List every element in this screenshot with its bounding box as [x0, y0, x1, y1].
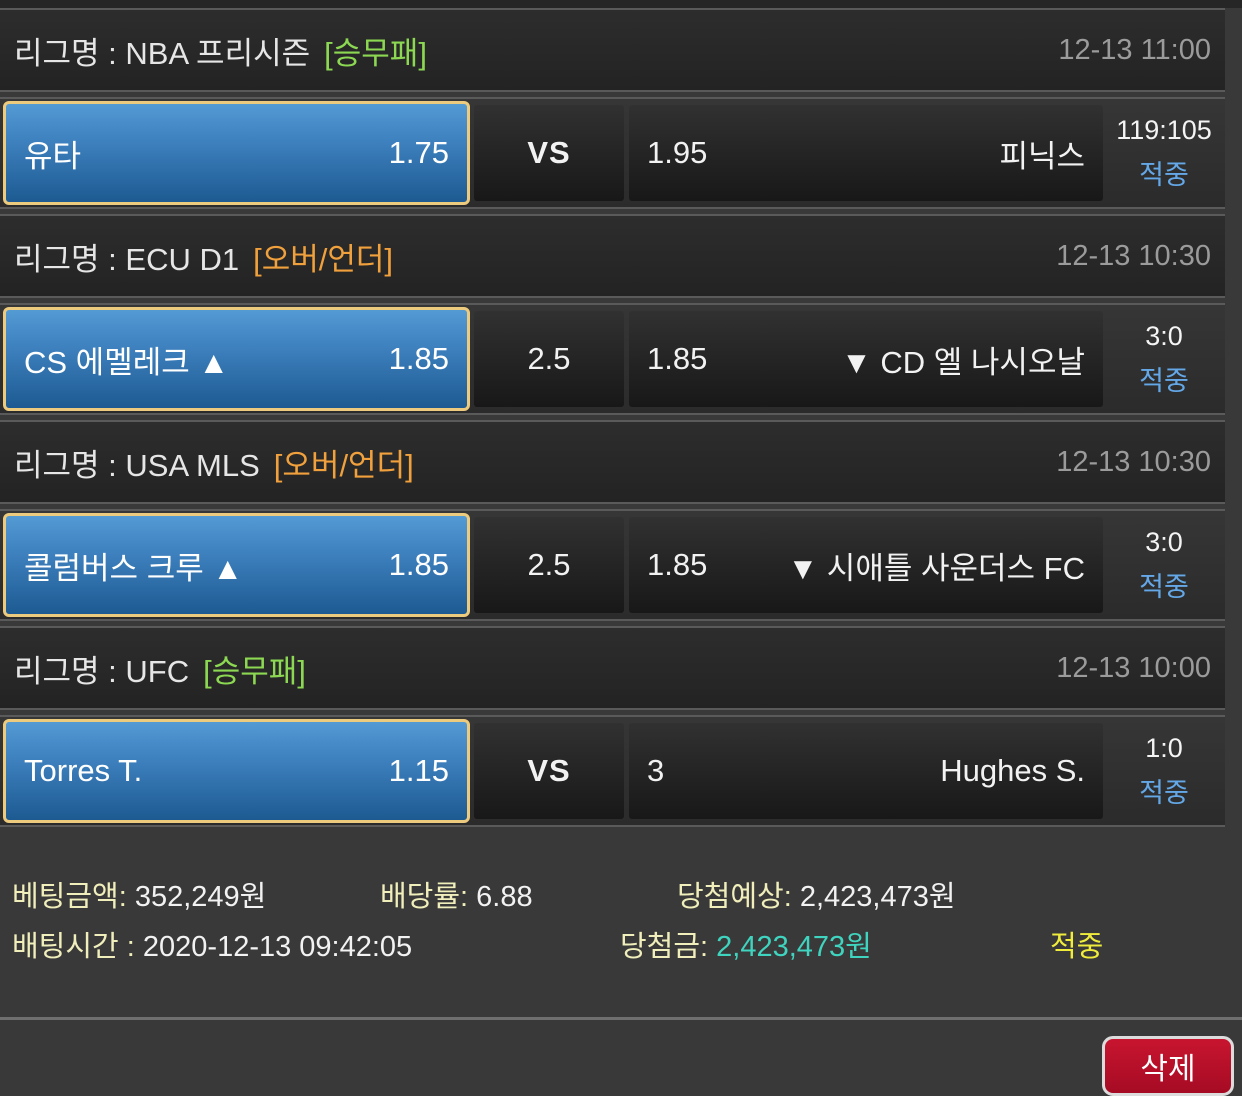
- league-name: ECU D1: [125, 241, 240, 277]
- home-team-name: 콜럼버스 크루 ▲: [24, 550, 244, 586]
- final-score: 3:0: [1145, 526, 1183, 557]
- away-team-name: Hughes S.: [940, 753, 1085, 788]
- home-odds: 1.75: [388, 135, 449, 170]
- market-type-tag: [오버/언더]: [273, 447, 414, 483]
- league-section: 리그명 : USA MLS [오버/언더] 12-13 10:30 콜럼버스 크루…: [0, 420, 1225, 621]
- center-odds-cell: VS: [474, 723, 624, 819]
- league-header: 리그명 : ECU D1 [오버/언더] 12-13 10:30: [0, 214, 1225, 298]
- result-cell: 3:0 적중: [1103, 307, 1225, 411]
- home-pick-selected: CS 에멜레크 ▲ 1.85: [3, 307, 470, 411]
- final-score: 1:0: [1145, 732, 1183, 763]
- match-row: 콜럼버스 크루 ▲ 1.85 2.5 1.85 ▼ 시애틀 사운더스 FC 3:…: [0, 509, 1225, 621]
- league-title: 리그명 : NBA 프리시즌 [승무패]: [14, 28, 427, 73]
- center-odds-cell: VS: [474, 105, 624, 201]
- delete-button[interactable]: 삭제: [1102, 1036, 1234, 1096]
- home-odds: 1.85: [388, 547, 449, 582]
- league-name: USA MLS: [125, 447, 260, 483]
- bet-list: 리그명 : NBA 프리시즌 [승무패] 12-13 11:00 유타 1.75 …: [0, 8, 1242, 827]
- market-type-tag: [승무패]: [203, 653, 306, 689]
- match-row: Torres T. 1.15 VS 3 Hughes S. 1:0 적중: [0, 715, 1225, 827]
- slip-hit-status: 적중: [1050, 931, 1104, 963]
- expected-win: 당첨예상: 2,423,473원: [677, 873, 956, 915]
- result-cell: 3:0 적중: [1103, 513, 1225, 617]
- home-team-name: 유타: [24, 138, 82, 174]
- league-title: 리그명 : UFC [승무패]: [14, 646, 306, 691]
- league-section: 리그명 : ECU D1 [오버/언더] 12-13 10:30 CS 에멜레크 …: [0, 214, 1225, 415]
- away-odds: 3: [647, 753, 665, 788]
- home-odds: 1.85: [388, 341, 449, 376]
- center-odds: 2.5: [527, 547, 571, 582]
- bet-amount: 베팅금액: 352,249원: [12, 873, 266, 915]
- result-cell: 119:105 적중: [1103, 101, 1225, 205]
- away-team-name: ▼ 시애틀 사운더스 FC: [787, 550, 1085, 586]
- league-section: 리그명 : UFC [승무패] 12-13 10:00 Torres T. 1.1…: [0, 626, 1225, 827]
- game-time: 12-13 10:30: [1056, 239, 1211, 272]
- row-hit-status: 적중: [1139, 777, 1189, 808]
- league-header: 리그명 : USA MLS [오버/언더] 12-13 10:30: [0, 420, 1225, 504]
- match-row: CS 에멜레크 ▲ 1.85 2.5 1.85 ▼ CD 엘 나시오날 3:0 …: [0, 303, 1225, 415]
- bet-time-label: 배팅시간 :: [12, 931, 143, 963]
- row-hit-status: 적중: [1139, 571, 1189, 602]
- league-title: 리그명 : USA MLS [오버/언더]: [14, 440, 414, 485]
- league-label: 리그명 :: [14, 653, 126, 689]
- home-pick-selected: 유타 1.75: [3, 101, 470, 205]
- home-odds: 1.15: [388, 753, 449, 788]
- league-name: NBA 프리시즌: [125, 35, 311, 71]
- away-team-name: ▼ CD 엘 나시오날: [841, 344, 1085, 380]
- bet-time: 배팅시간 : 2020-12-13 09:42:05: [12, 923, 412, 965]
- center-odds-cell: 2.5: [474, 311, 624, 407]
- bet-amount-label: 베팅금액:: [12, 881, 135, 913]
- market-type-tag: [승무패]: [324, 35, 427, 71]
- away-odds: 1.85: [647, 341, 708, 376]
- away-odds-cell: 1.85 ▼ CD 엘 나시오날: [629, 311, 1103, 407]
- win-amount-value: 2,423,473원: [716, 931, 872, 963]
- away-odds-cell: 3 Hughes S.: [629, 723, 1103, 819]
- actions-bar: 삭제: [0, 1020, 1242, 1096]
- away-odds-cell: 1.85 ▼ 시애틀 사운더스 FC: [629, 517, 1103, 613]
- game-time: 12-13 11:00: [1058, 33, 1211, 66]
- center-odds: VS: [527, 135, 571, 170]
- bet-amount-value: 352,249원: [134, 881, 267, 913]
- league-label: 리그명 :: [14, 35, 126, 71]
- league-header: 리그명 : NBA 프리시즌 [승무패] 12-13 11:00: [0, 8, 1225, 92]
- league-header: 리그명 : UFC [승무패] 12-13 10:00: [0, 626, 1225, 710]
- center-odds: VS: [527, 753, 571, 788]
- away-odds-cell: 1.95 피닉스: [629, 105, 1103, 201]
- game-time: 12-13 10:00: [1056, 651, 1211, 684]
- league-title: 리그명 : ECU D1 [오버/언더]: [14, 234, 393, 279]
- center-odds-cell: 2.5: [474, 517, 624, 613]
- total-odds: 배당률: 6.88: [380, 873, 533, 915]
- home-pick-selected: 콜럼버스 크루 ▲ 1.85: [3, 513, 470, 617]
- league-label: 리그명 :: [14, 447, 126, 483]
- win-amount: 당첨금: 2,423,473원: [620, 923, 872, 965]
- row-hit-status: 적중: [1139, 159, 1189, 190]
- league-section: 리그명 : NBA 프리시즌 [승무패] 12-13 11:00 유타 1.75 …: [0, 8, 1225, 209]
- win-amount-label: 당첨금:: [620, 931, 717, 963]
- expected-win-value: 2,423,473원: [799, 881, 956, 913]
- expected-win-label: 당첨예상:: [677, 881, 800, 913]
- row-hit-status: 적중: [1139, 365, 1189, 396]
- away-odds: 1.85: [647, 547, 708, 582]
- total-odds-value: 6.88: [476, 881, 533, 913]
- away-odds: 1.95: [647, 135, 708, 170]
- match-row: 유타 1.75 VS 1.95 피닉스 119:105 적중: [0, 97, 1225, 209]
- home-team-name: CS 에멜레크 ▲: [24, 344, 230, 380]
- final-score: 119:105: [1116, 114, 1212, 145]
- center-odds: 2.5: [527, 341, 571, 376]
- footer-divider: [0, 1017, 1242, 1020]
- bet-time-value: 2020-12-13 09:42:05: [142, 931, 413, 963]
- bet-summary: 베팅금액: 352,249원 배당률: 6.88 당첨예상: 2,423,473…: [0, 873, 1242, 973]
- game-time: 12-13 10:30: [1056, 445, 1211, 478]
- home-pick-selected: Torres T. 1.15: [3, 719, 470, 823]
- league-name: UFC: [125, 653, 190, 689]
- market-type-tag: [오버/언더]: [253, 241, 394, 277]
- top-strip: [0, 0, 1242, 8]
- total-odds-label: 배당률:: [380, 881, 477, 913]
- final-score: 3:0: [1145, 320, 1183, 351]
- away-team-name: 피닉스: [999, 138, 1085, 174]
- result-cell: 1:0 적중: [1103, 719, 1225, 823]
- home-team-name: Torres T.: [24, 753, 143, 788]
- league-label: 리그명 :: [14, 241, 126, 277]
